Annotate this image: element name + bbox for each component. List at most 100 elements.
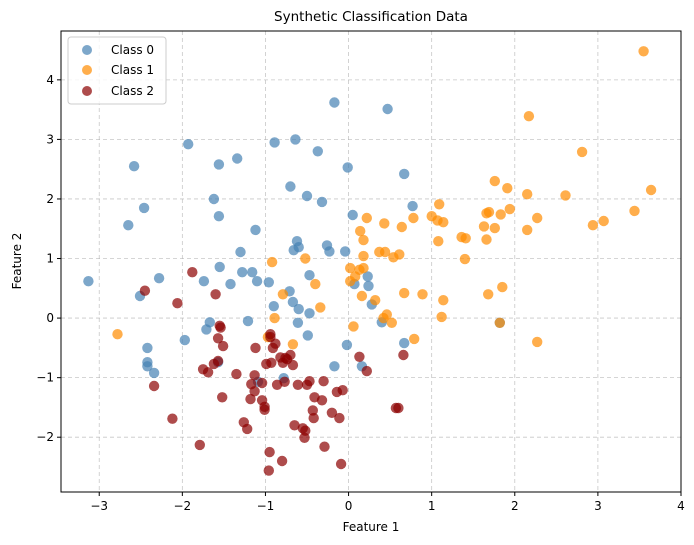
data-point-class-0 xyxy=(251,276,263,287)
x-tick-label: −2 xyxy=(173,499,191,513)
data-point-class-0 xyxy=(301,190,313,202)
data-point-class-0 xyxy=(148,367,160,379)
x-tick-label: −1 xyxy=(257,499,275,513)
data-point-class-2 xyxy=(250,342,261,354)
data-point-class-0 xyxy=(341,339,353,351)
data-point-class-2 xyxy=(279,376,290,387)
series-class-1 xyxy=(112,46,657,350)
y-axis-label: Feature 2 xyxy=(10,233,24,290)
y-tick-label: 3 xyxy=(46,132,54,146)
data-point-class-0 xyxy=(340,246,351,257)
data-point-class-0 xyxy=(399,337,410,349)
x-axis-label: Feature 1 xyxy=(343,520,400,534)
data-point-class-1 xyxy=(408,212,419,224)
y-axis-ticks: −2 −1 0 1 2 3 4 xyxy=(36,73,61,444)
data-point-class-1 xyxy=(478,221,490,232)
data-point-class-2 xyxy=(210,289,221,300)
data-point-class-2 xyxy=(319,441,330,452)
data-point-class-0 xyxy=(153,273,165,284)
plot-frame xyxy=(60,30,682,493)
data-point-class-0 xyxy=(285,181,296,192)
data-point-class-0 xyxy=(208,193,220,205)
data-point-class-2 xyxy=(231,368,242,380)
data-point-class-2 xyxy=(172,298,183,309)
data-point-class-2 xyxy=(326,407,338,418)
legend-label-class-0: Class 0 xyxy=(111,43,154,57)
data-point-class-2 xyxy=(398,349,409,361)
data-point-class-1 xyxy=(345,262,356,274)
data-point-class-1 xyxy=(638,46,649,57)
data-point-class-1 xyxy=(629,205,640,217)
data-point-class-0 xyxy=(312,146,323,157)
data-point-class-0 xyxy=(329,97,340,108)
data-point-class-2 xyxy=(167,413,178,424)
legend-marker-class-2 xyxy=(82,86,92,96)
data-point-class-1 xyxy=(532,336,543,348)
data-point-class-2 xyxy=(335,458,347,470)
data-point-class-1 xyxy=(300,253,311,264)
data-point-class-2 xyxy=(307,405,318,416)
data-point-class-0 xyxy=(128,161,140,172)
data-point-class-0 xyxy=(138,202,150,214)
data-point-class-0 xyxy=(201,324,212,335)
grid xyxy=(61,31,682,492)
data-point-class-0 xyxy=(214,261,225,273)
data-point-class-1 xyxy=(345,276,356,287)
data-point-class-1 xyxy=(386,317,397,328)
data-point-class-0 xyxy=(268,301,279,312)
data-point-class-2 xyxy=(202,367,214,378)
data-point-class-2 xyxy=(194,439,205,451)
data-point-class-0 xyxy=(213,159,225,170)
data-point-class-1 xyxy=(310,278,321,290)
data-point-class-2 xyxy=(281,354,293,365)
data-point-class-0 xyxy=(347,209,358,221)
legend-label-class-2: Class 2 xyxy=(111,84,154,98)
legend-marker-class-0 xyxy=(82,45,92,55)
data-point-class-0 xyxy=(399,168,410,180)
data-point-class-0 xyxy=(123,220,134,231)
data-point-class-2 xyxy=(354,351,365,362)
x-axis-ticks: −3 −2 −1 0 1 2 3 4 xyxy=(90,492,685,513)
data-point-class-2 xyxy=(267,342,279,354)
data-point-class-2 xyxy=(148,380,160,392)
data-point-class-2 xyxy=(187,267,198,278)
data-point-class-1 xyxy=(522,224,533,236)
data-point-class-0 xyxy=(407,200,418,212)
data-point-class-2 xyxy=(289,420,300,431)
data-point-class-1 xyxy=(358,234,369,246)
data-point-class-1 xyxy=(358,250,369,262)
data-point-class-1 xyxy=(504,203,515,215)
data-point-class-0 xyxy=(290,134,301,145)
data-point-class-2 xyxy=(263,465,274,476)
data-point-class-1 xyxy=(315,302,326,313)
data-point-class-2 xyxy=(276,455,288,467)
data-point-class-0 xyxy=(292,317,304,328)
x-tick-label: 3 xyxy=(594,499,602,513)
data-point-class-0 xyxy=(83,276,94,287)
data-point-class-0 xyxy=(235,246,246,258)
data-point-class-0 xyxy=(225,278,236,290)
data-point-class-2 xyxy=(318,376,329,387)
data-point-class-1 xyxy=(379,246,391,258)
y-tick-label: 4 xyxy=(46,73,54,87)
legend: Class 0 Class 1 Class 2 xyxy=(67,36,167,105)
data-point-class-1 xyxy=(560,190,571,201)
data-point-class-1 xyxy=(523,111,535,122)
x-tick-label: 2 xyxy=(511,499,519,513)
data-point-class-1 xyxy=(370,295,381,306)
data-point-class-0 xyxy=(362,271,373,282)
data-point-class-0 xyxy=(213,211,225,222)
data-point-class-1 xyxy=(438,217,449,228)
data-point-class-0 xyxy=(250,224,261,236)
data-point-class-0 xyxy=(316,196,328,208)
y-tick-label: −1 xyxy=(36,371,54,385)
legend-item-class-0: Class 0 xyxy=(82,43,154,57)
data-point-class-1 xyxy=(576,146,588,158)
data-point-class-1 xyxy=(112,329,123,340)
data-point-class-0 xyxy=(304,308,315,319)
data-point-class-2 xyxy=(249,370,260,381)
data-point-class-0 xyxy=(198,276,210,287)
data-point-class-0 xyxy=(302,330,313,341)
data-point-class-0 xyxy=(237,267,248,278)
